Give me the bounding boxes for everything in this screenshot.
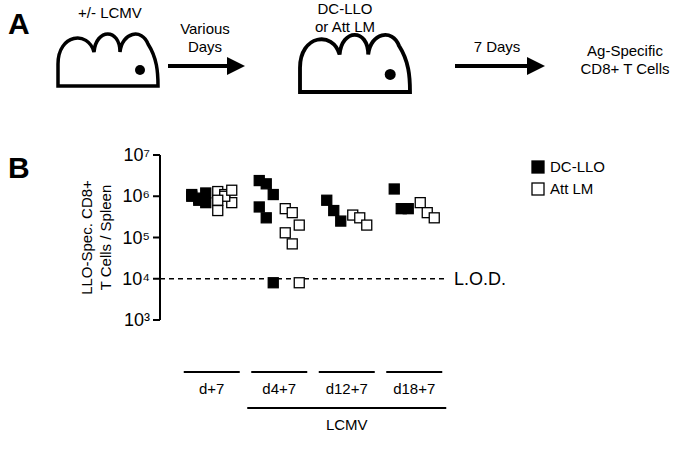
step-label: or Att LM (315, 18, 375, 35)
arrow-shaft (168, 64, 231, 68)
points (187, 176, 440, 288)
data-point (336, 216, 346, 226)
mouse-eye (135, 65, 145, 75)
y-tick-label: 10⁵ (123, 228, 150, 248)
y-tick (153, 195, 160, 197)
category-bar (251, 371, 307, 373)
y-tick-label: 10⁷ (123, 145, 150, 165)
y-axis-label: T Cells / Spleen (97, 185, 114, 291)
panel-label: A (8, 7, 30, 40)
step-label: Various (180, 20, 230, 37)
step-label: Ag-Specific (587, 42, 663, 59)
step-label: DC-LLO (317, 0, 372, 17)
data-point (429, 213, 439, 223)
step-label: CD8+ T Cells (580, 60, 669, 77)
data-point (294, 278, 304, 288)
y-tick (153, 154, 160, 156)
y-tick (153, 319, 160, 321)
group-bracket (247, 407, 446, 409)
data-point (268, 190, 278, 200)
data-point (322, 195, 332, 205)
data-point (261, 213, 271, 223)
category-bar (184, 371, 240, 373)
data-point (201, 188, 211, 198)
data-point (213, 206, 223, 216)
data-point (213, 195, 223, 205)
y-tick-label: 10⁴ (122, 269, 150, 289)
legend-marker (532, 161, 544, 173)
step-label: 7 Days (474, 38, 521, 55)
lod-label: L.O.D. (454, 269, 506, 289)
panel-label: B (8, 151, 30, 184)
data-point (362, 220, 372, 230)
legend-marker (532, 183, 544, 195)
x-tick-label: d12+7 (326, 380, 368, 397)
data-point (287, 208, 297, 218)
data-point (294, 220, 304, 230)
y-tick-label: 10³ (124, 310, 150, 330)
x-tick-label: d18+7 (393, 380, 435, 397)
step-label: +/- LCMV (78, 4, 142, 21)
data-point (280, 228, 290, 238)
data-point (415, 198, 425, 208)
data-point (329, 206, 339, 216)
data-point (389, 184, 399, 194)
data-point (287, 239, 297, 249)
y-tick (153, 237, 160, 239)
arrow-head (227, 57, 245, 75)
mouse-outline (300, 35, 410, 92)
data-point (268, 278, 278, 288)
category-bar (386, 371, 442, 373)
legend-label: DC-LLO (550, 158, 605, 175)
data-point (403, 204, 413, 214)
data-point (254, 202, 264, 212)
arrow-head (527, 57, 545, 75)
x-tick-label: d4+7 (262, 380, 296, 397)
mouse-eye (385, 69, 396, 80)
category-bar (319, 371, 375, 373)
data-point (261, 179, 271, 189)
y-tick-label: 10⁶ (123, 186, 150, 206)
mouse-outline (58, 34, 158, 86)
mouse-icon (300, 35, 410, 92)
step-label: Days (188, 38, 222, 55)
y-tick (153, 278, 160, 280)
y-axis-label: LLO-Spec. CD8+ (78, 180, 95, 295)
legend-label: Att LM (550, 180, 593, 197)
data-point (227, 185, 237, 195)
mouse-icon (58, 34, 158, 86)
arrow-shaft (455, 64, 531, 68)
figure: A+/- LCMVVariousDaysDC-LLOor Att LM7 Day… (0, 0, 692, 459)
x-tick-label: d+7 (199, 380, 224, 397)
group-label: LCMV (326, 416, 368, 433)
